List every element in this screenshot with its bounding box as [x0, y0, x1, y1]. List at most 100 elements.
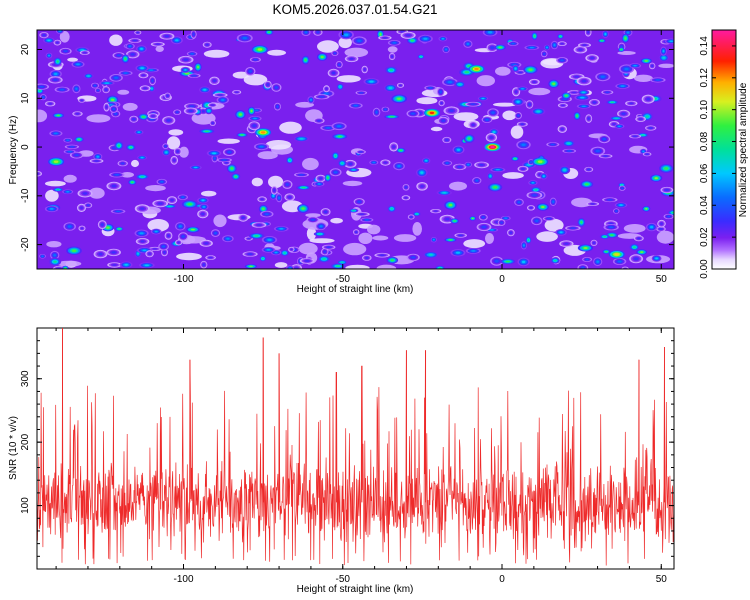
- heatmap-cell-ring: [353, 104, 358, 107]
- heatmap-cell: [223, 148, 236, 157]
- heatmap-cell: [209, 76, 220, 86]
- heatmap-cell-ring: [505, 260, 510, 263]
- heatmap-cell: [487, 183, 503, 192]
- heatmap-cell-ring: [56, 41, 59, 44]
- heatmap-cell-ring: [442, 192, 447, 194]
- heatmap-cell-ring: [664, 167, 669, 170]
- heatmap-cell-ring: [206, 43, 209, 46]
- heatmap-cell: [222, 235, 234, 243]
- heatmap-cell-ring: [587, 31, 590, 34]
- heatmap-cell-ring: [118, 228, 121, 230]
- heatmap-cell-ring: [117, 54, 121, 57]
- heatmap-cell: [52, 187, 64, 192]
- heatmap-cell: [597, 38, 606, 43]
- heatmap-cell: [128, 179, 137, 185]
- heatmap-cell-ring: [574, 75, 579, 78]
- heatmap-cell: [657, 219, 666, 228]
- heatmap-cell: [134, 204, 150, 213]
- heatmap-cell-ring: [166, 94, 169, 97]
- heatmap-cell: [63, 222, 76, 231]
- heatmap-cell: [472, 177, 482, 185]
- heatmap-cell: [507, 41, 519, 46]
- heatmap-cell-ring: [130, 53, 135, 56]
- heatmap-cell: [406, 253, 420, 262]
- heatmap-cell: [528, 87, 551, 96]
- heatmap-cell: [150, 228, 162, 235]
- heatmap-cell-ring: [531, 182, 535, 184]
- heatmap-cell: [295, 101, 314, 108]
- heatmap-cell-ring: [448, 239, 453, 241]
- heatmap-cell: [391, 94, 408, 104]
- heatmap-cell: [306, 226, 317, 241]
- heatmap-cell: [577, 89, 590, 95]
- heatmap-cell: [194, 62, 202, 72]
- heatmap-cell-ring: [363, 68, 366, 71]
- heatmap-cell: [176, 252, 202, 261]
- heatmap-cell-ring: [534, 188, 538, 191]
- heatmap-cell: [557, 103, 568, 108]
- heatmap-cell-ring: [559, 35, 562, 38]
- heatmap-cell-ring: [633, 135, 637, 137]
- heatmap-cell: [109, 172, 125, 178]
- heatmap-cell: [344, 55, 359, 63]
- heatmap-cell-ring: [651, 65, 654, 67]
- heatmap-cell-ring: [445, 48, 448, 51]
- heatmap-cell: [507, 229, 515, 237]
- heatmap-cell-ring: [400, 31, 404, 33]
- hot-spot-ring: [538, 160, 543, 163]
- heatmap-cell-ring: [621, 112, 626, 115]
- heatmap-cell: [656, 226, 666, 232]
- heatmap-cell: [650, 174, 663, 182]
- heatmap-cell: [578, 42, 591, 48]
- heatmap-cell-ring: [404, 197, 408, 199]
- heatmap-cell-ring: [546, 46, 548, 49]
- heatmap-cell-ring: [211, 104, 215, 106]
- heatmap-cell-ring: [434, 210, 438, 212]
- heatmap-cell-ring: [209, 257, 213, 259]
- heatmap-cell-ring: [283, 252, 287, 254]
- heatmap-cell: [588, 99, 601, 106]
- heatmap-x-ticks: -100 -50 0 50: [174, 30, 667, 285]
- heatmap-cell-ring: [543, 53, 546, 55]
- heatmap-cell-ring: [230, 167, 234, 170]
- heatmap-cell: [497, 219, 506, 226]
- heatmap-cell: [387, 40, 401, 46]
- heatmap-cell: [152, 199, 169, 208]
- heatmap-cell: [531, 216, 543, 226]
- heatmap-cell-ring: [319, 177, 322, 180]
- heatmap-cell: [190, 30, 197, 39]
- heatmap-cell-ring: [629, 102, 633, 105]
- heatmap-y-tick-label: 20: [20, 44, 31, 56]
- heatmap-cell-ring: [605, 91, 609, 93]
- heatmap-cell-ring: [247, 238, 250, 240]
- heatmap-cell: [210, 229, 221, 237]
- heatmap-cell-ring: [491, 111, 495, 114]
- heatmap-cell-ring: [42, 34, 46, 36]
- heatmap-cell-ring: [604, 33, 607, 36]
- heatmap-cell-ring: [339, 85, 342, 88]
- heatmap-cell: [313, 94, 330, 100]
- heatmap-cell: [315, 174, 326, 183]
- heatmap-cell-ring: [655, 79, 660, 81]
- heatmap-cell-ring: [570, 227, 576, 229]
- heatmap-cell-ring: [299, 174, 304, 176]
- colorbar-tick-label: 0.02: [699, 227, 710, 247]
- heatmap-cell: [574, 94, 591, 101]
- heatmap-cell: [170, 36, 183, 45]
- heatmap-cell: [407, 214, 415, 220]
- heatmap-cell-ring: [225, 161, 228, 164]
- heatmap-cell-ring: [527, 239, 530, 242]
- heatmap-y-tick-label: 0: [20, 144, 31, 150]
- heatmap-cell: [412, 222, 423, 236]
- heatmap-cell: [526, 191, 543, 199]
- heatmap-cell: [646, 222, 658, 232]
- heatmap-cell: [63, 138, 73, 143]
- heatmap-cell-ring: [481, 97, 485, 100]
- heatmap-cell-ring: [563, 168, 567, 172]
- heatmap-cell: [315, 222, 327, 231]
- heatmap-cell: [302, 157, 319, 171]
- heatmap-cell: [106, 248, 121, 257]
- heatmap-cell: [69, 151, 84, 159]
- heatmap-cell-ring: [448, 203, 453, 207]
- heatmap-cell: [93, 153, 103, 161]
